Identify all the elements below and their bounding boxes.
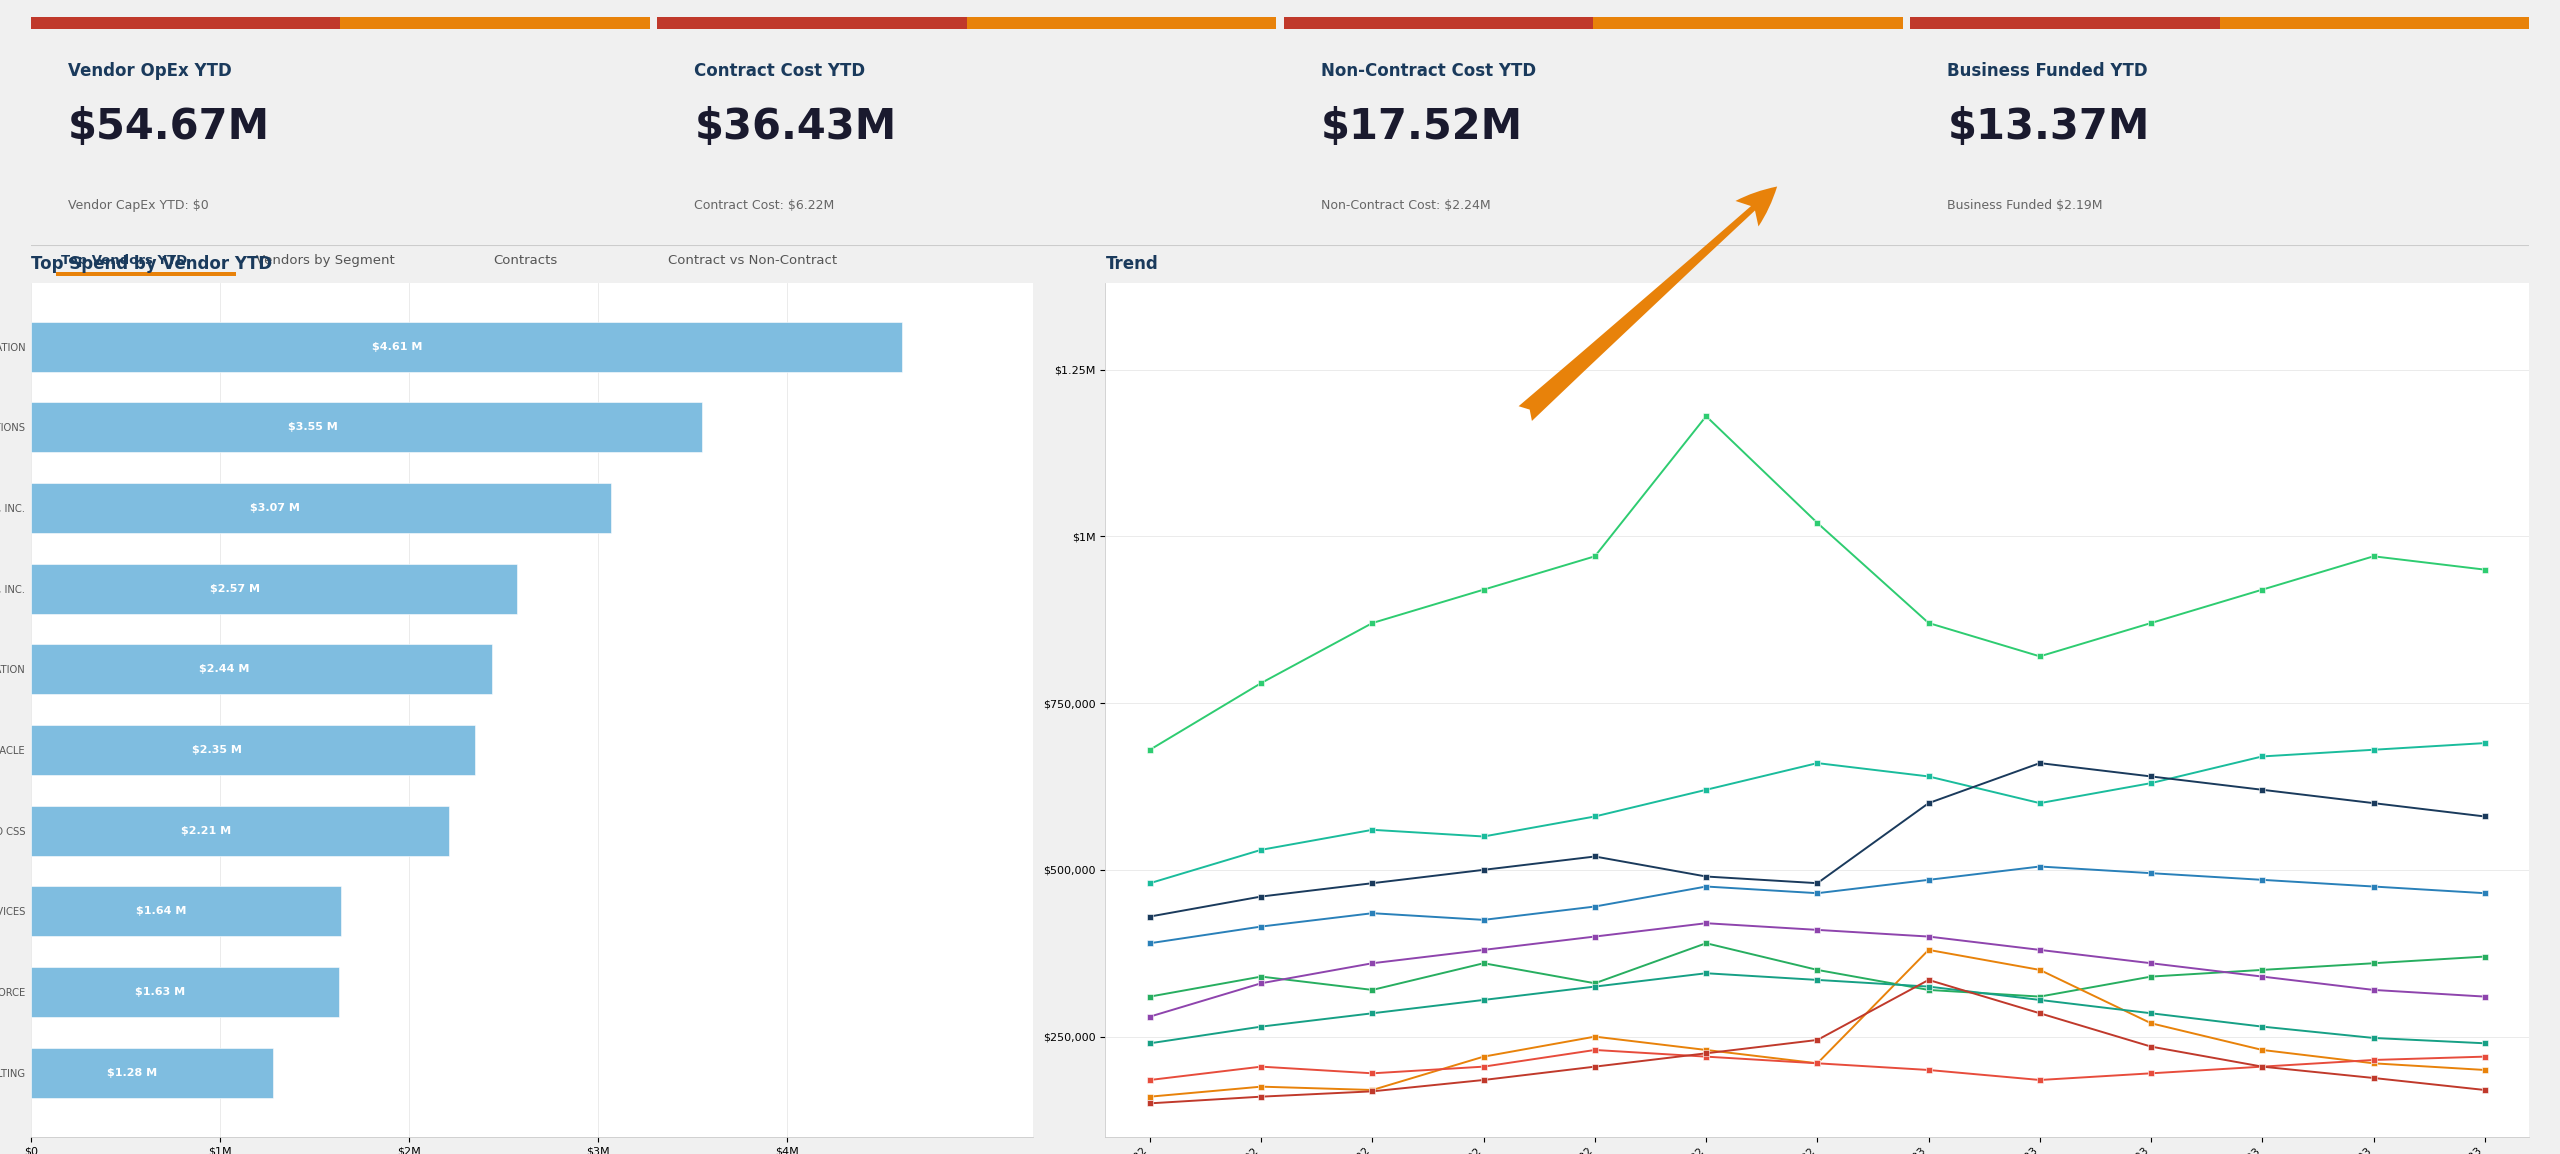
Bar [31,403,701,452]
Text: Vendors by Segment: Vendors by Segment [256,254,394,267]
Text: Contracts: Contracts [494,254,558,267]
Text: $1.64 M: $1.64 M [136,907,187,916]
Text: Business Funded YTD: Business Funded YTD [1948,61,2148,80]
Bar [2220,17,2529,30]
Bar [1592,17,1902,30]
Text: Contract Cost: $6.22M: Contract Cost: $6.22M [694,198,835,211]
Bar [31,563,517,614]
Bar [31,886,340,937]
Bar [31,644,492,695]
Text: $2.35 M: $2.35 M [192,745,243,755]
Text: $2.44 M: $2.44 M [200,665,251,674]
Text: Non-Contract Cost YTD: Non-Contract Cost YTD [1321,61,1536,80]
Text: $3.55 M: $3.55 M [287,422,338,433]
Bar [658,17,968,30]
Text: $1.63 M: $1.63 M [136,987,184,997]
Text: Vendor CapEx YTD: $0: Vendor CapEx YTD: $0 [69,198,207,211]
Bar [31,484,612,533]
Text: Business Funded $2.19M: Business Funded $2.19M [1948,198,2102,211]
Text: Contract vs Non-Contract: Contract vs Non-Contract [668,254,837,267]
Text: $4.61 M: $4.61 M [371,342,422,352]
Text: Top Spend by Vendor YTD: Top Spend by Vendor YTD [31,255,271,272]
Text: $2.57 M: $2.57 M [210,584,259,593]
Bar [31,805,448,856]
Bar [56,272,236,276]
Text: $54.67M: $54.67M [69,106,269,148]
Text: $3.07 M: $3.07 M [248,503,300,514]
Text: Top Vendors YTD: Top Vendors YTD [61,254,187,267]
Bar [1910,17,2220,30]
Bar [31,725,476,775]
Text: Contract Cost YTD: Contract Cost YTD [694,61,865,80]
Bar [340,17,650,30]
Bar [968,17,1277,30]
Bar [31,17,340,30]
Text: $17.52M: $17.52M [1321,106,1523,148]
Bar [31,967,338,1017]
Bar [31,322,901,372]
Text: Non-Contract Cost: $2.24M: Non-Contract Cost: $2.24M [1321,198,1490,211]
Text: $36.43M: $36.43M [694,106,896,148]
Bar [31,1048,274,1097]
Text: $13.37M: $13.37M [1948,106,2150,148]
Text: Trend: Trend [1106,255,1157,272]
Bar [1283,17,1592,30]
Text: Vendor OpEx YTD: Vendor OpEx YTD [69,61,230,80]
Text: $2.21 M: $2.21 M [182,826,230,835]
Text: $1.28 M: $1.28 M [108,1067,156,1078]
